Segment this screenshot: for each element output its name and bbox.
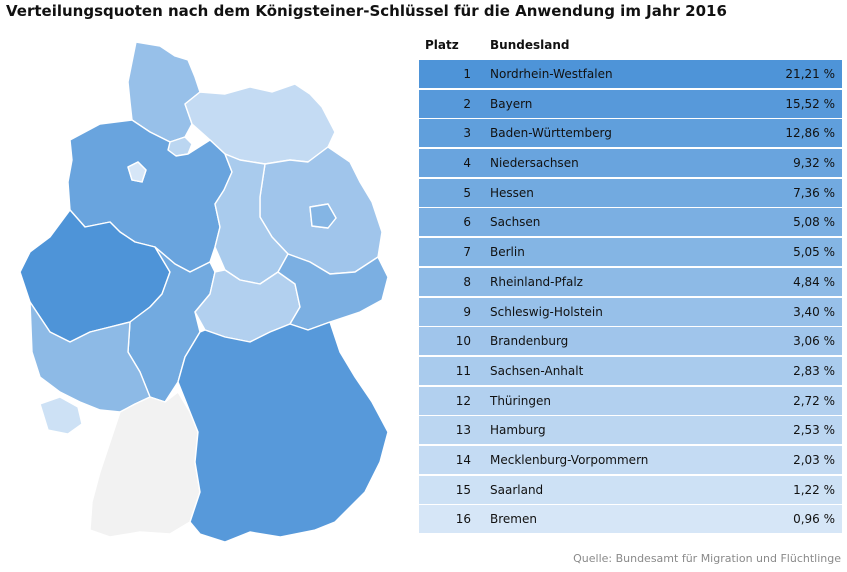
map-state-baden-wuerttemberg	[89, 391, 201, 538]
row-state-name: Hamburg	[490, 423, 546, 438]
table-row: 3 Baden-Württemberg 12,86 %	[419, 119, 842, 148]
row-value: 5,05 %	[793, 245, 835, 260]
row-rank: 11	[455, 363, 471, 378]
row-state-name: Schleswig-Holstein	[490, 304, 603, 319]
table-row: 13 Hamburg 2,53 %	[419, 416, 842, 445]
row-state-name: Berlin	[490, 245, 525, 260]
row-value: 12,86 %	[785, 126, 835, 141]
row-state-name: Bayern	[490, 96, 533, 111]
map-state-bremen	[127, 161, 147, 183]
table-row: 6 Sachsen 5,08 %	[419, 208, 842, 237]
row-rank: 7	[463, 245, 471, 260]
row-value: 5,08 %	[793, 215, 835, 230]
row-rank: 5	[463, 185, 471, 200]
table-row: 4 Niedersachsen 9,32 %	[419, 149, 842, 178]
row-rank: 12	[455, 393, 471, 408]
row-state-name: Niedersachsen	[490, 156, 579, 171]
table-header: Platz Bundesland	[419, 30, 842, 60]
header-platz: Platz	[425, 38, 459, 52]
row-rank: 8	[463, 274, 471, 289]
germany-map	[19, 41, 389, 543]
row-value: 2,53 %	[793, 423, 835, 438]
row-rank: 4	[463, 156, 471, 171]
table-row: 11 Sachsen-Anhalt 2,83 %	[419, 356, 842, 385]
table-row: 5 Hessen 7,36 %	[419, 178, 842, 207]
row-value: 2,72 %	[793, 393, 835, 408]
row-state-name: Rheinland-Pfalz	[490, 274, 583, 289]
map-state-berlin	[309, 203, 337, 229]
row-state-name: Bremen	[490, 512, 537, 527]
row-rank: 13	[455, 423, 471, 438]
table-row: 12 Thüringen 2,72 %	[419, 386, 842, 415]
row-rank: 9	[463, 304, 471, 319]
source-note: Quelle: Bundesamt für Migration und Flüc…	[573, 552, 841, 565]
row-value: 2,83 %	[793, 363, 835, 378]
row-state-name: Thüringen	[490, 393, 552, 408]
row-value: 15,52 %	[785, 96, 835, 111]
row-rank: 16	[455, 512, 471, 527]
table-row: 15 Saarland 1,22 %	[419, 475, 842, 504]
row-rank: 14	[455, 452, 471, 467]
row-state-name: Nordrhein-Westfalen	[490, 67, 613, 81]
table-row: 8 Rheinland-Pfalz 4,84 %	[419, 267, 842, 296]
table-row: 7 Berlin 5,05 %	[419, 238, 842, 267]
table-body: 1 Nordrhein-Westfalen 21,21 % 2 Bayern 15,52 …	[419, 60, 842, 534]
map-state-schleswig-holstein	[127, 41, 201, 143]
row-rank: 3	[463, 126, 471, 141]
row-state-name: Mecklenburg-Vorpommern	[490, 452, 649, 467]
row-value: 9,32 %	[793, 156, 835, 171]
table-row: 16 Bremen 0,96 %	[419, 505, 842, 534]
map-state-bayern	[177, 321, 389, 543]
table-row: 10 Brandenburg 3,06 %	[419, 327, 842, 356]
row-value: 4,84 %	[793, 274, 835, 289]
row-value: 0,96 %	[793, 512, 835, 527]
row-value: 3,06 %	[793, 334, 835, 349]
row-value: 2,03 %	[793, 452, 835, 467]
row-state-name: Saarland	[490, 482, 544, 497]
table-row: 1 Nordrhein-Westfalen 21,21 %	[419, 60, 842, 88]
row-state-name: Baden-Württemberg	[490, 126, 612, 141]
chart-title: Verteilungsquoten nach dem Königsteiner-…	[6, 2, 727, 20]
row-state-name: Brandenburg	[490, 334, 569, 349]
map-state-sachsen	[277, 253, 389, 331]
table-row: 14 Mecklenburg-Vorpommern 2,03 %	[419, 445, 842, 474]
row-rank: 6	[463, 215, 471, 230]
row-rank: 1	[463, 67, 471, 81]
row-value: 21,21 %	[785, 67, 835, 81]
table-row: 9 Schleswig-Holstein 3,40 %	[419, 297, 842, 326]
header-bundesland: Bundesland	[490, 38, 570, 52]
row-rank: 10	[455, 334, 471, 349]
table-row: 2 Bayern 15,52 %	[419, 89, 842, 118]
row-value: 7,36 %	[793, 185, 835, 200]
row-state-name: Hessen	[490, 185, 534, 200]
row-rank: 15	[455, 482, 471, 497]
quota-table: Platz Bundesland 1 Nordrhein-Westfalen 21,…	[419, 30, 842, 535]
row-state-name: Sachsen-Anhalt	[490, 363, 584, 378]
map-state-saarland	[39, 396, 83, 435]
row-value: 1,22 %	[793, 482, 835, 497]
row-state-name: Sachsen	[490, 215, 541, 230]
row-rank: 2	[463, 96, 471, 111]
row-value: 3,40 %	[793, 304, 835, 319]
